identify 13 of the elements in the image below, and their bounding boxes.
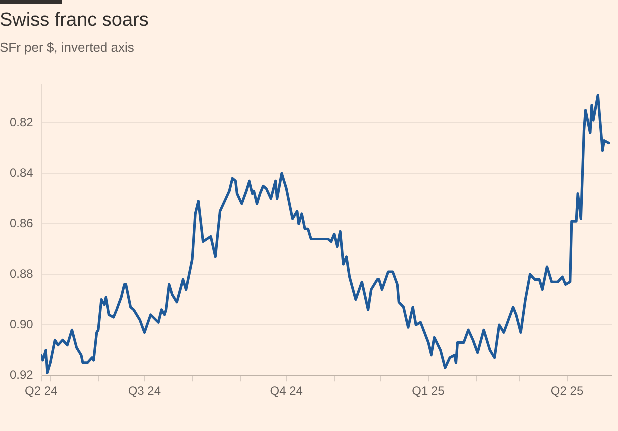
y-tick-label: 0.92	[10, 368, 34, 382]
x-tick-label: Q2 24	[25, 384, 58, 398]
x-tick-label: Q3 24	[128, 384, 162, 398]
x-tick-label: Q2 25	[550, 384, 584, 398]
y-tick-label: 0.88	[10, 266, 34, 281]
y-tick-label: 0.84	[10, 166, 34, 180]
x-tick-label: Q1 25	[412, 384, 446, 398]
chart-title: Swiss franc soars	[0, 10, 149, 32]
chart-subtitle: SFr per $, inverted axis	[0, 40, 134, 55]
y-tick-label: 0.86	[10, 216, 34, 230]
y-tick-label: 0.82	[10, 115, 34, 130]
x-tick-label: Q4 24	[270, 384, 304, 398]
y-tick-label: 0.90	[10, 317, 34, 332]
